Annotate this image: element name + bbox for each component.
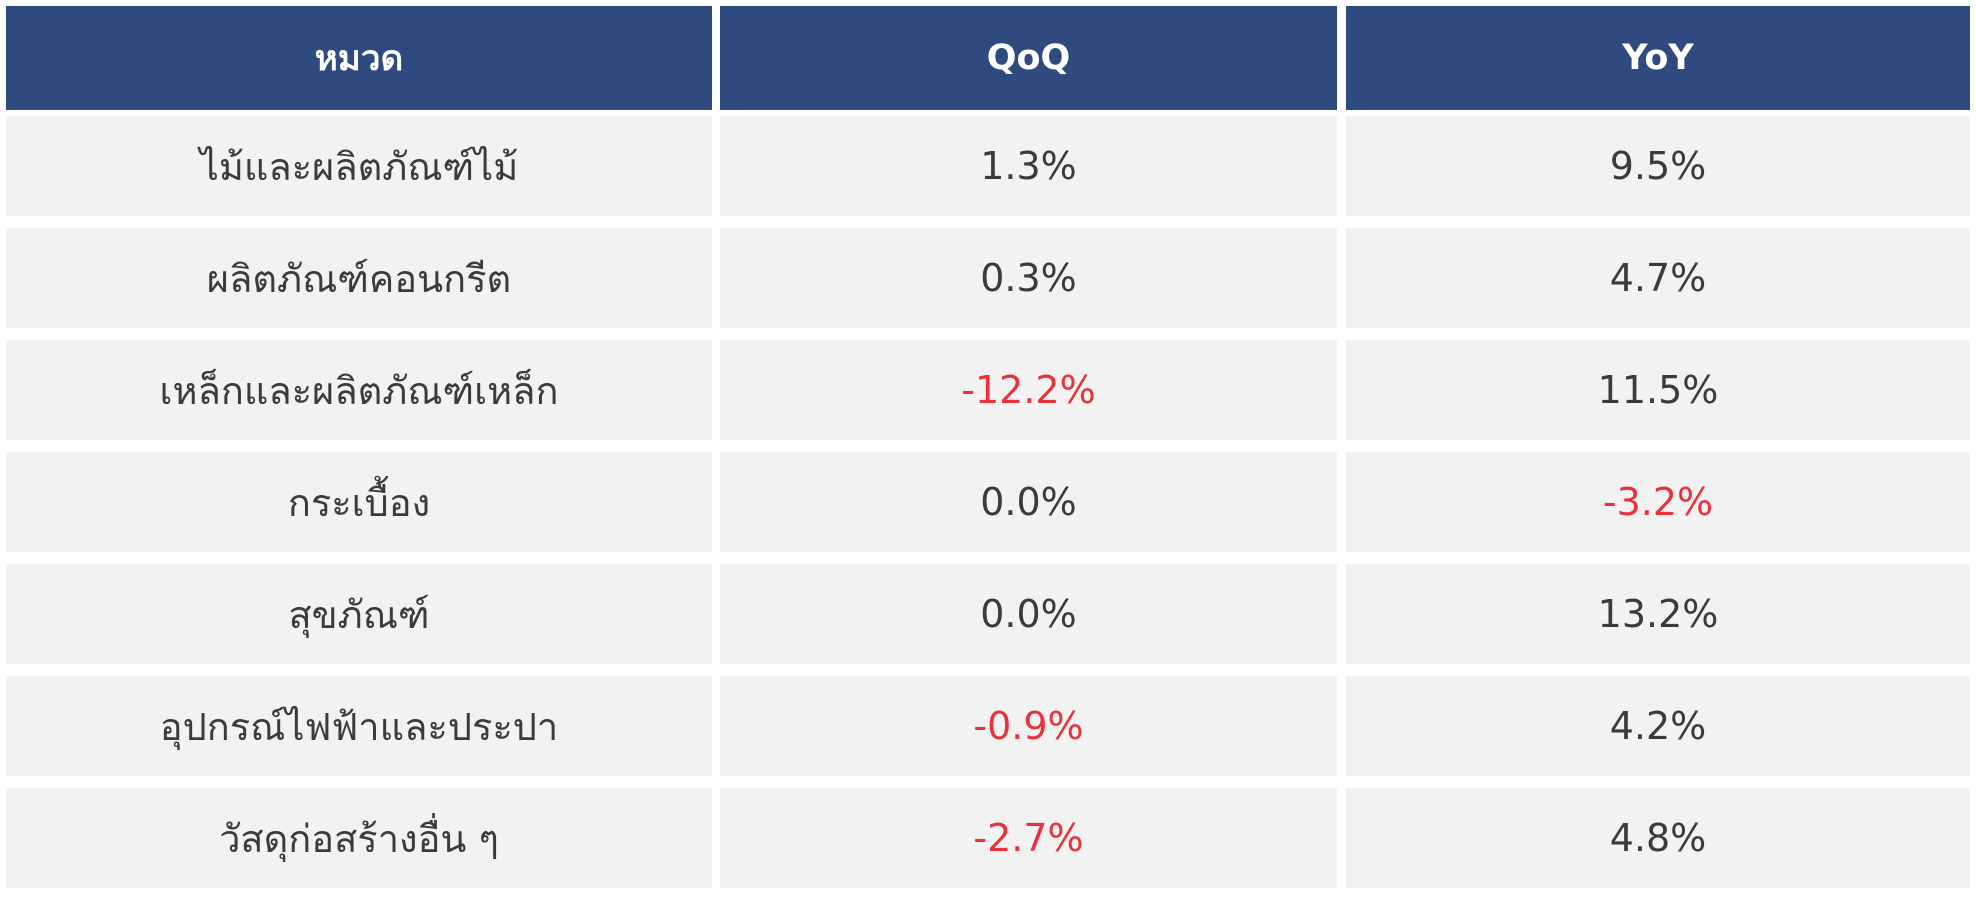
qoq-cell: 1.3% — [720, 116, 1337, 216]
table-row: กระเบื้อง 0.0% -3.2% — [0, 452, 1976, 552]
header-row: หมวด QoQ YoY — [0, 6, 1976, 110]
yoy-cell: 9.5% — [1346, 116, 1970, 216]
yoy-cell: 4.2% — [1346, 676, 1970, 776]
qoq-cell: -12.2% — [720, 340, 1337, 440]
header-category: หมวด — [6, 6, 712, 110]
table-row: วัสดุก่อสร้างอื่น ๆ -2.7% 4.8% — [0, 788, 1976, 888]
header-qoq: QoQ — [720, 6, 1337, 110]
yoy-cell: 11.5% — [1346, 340, 1970, 440]
category-cell: วัสดุก่อสร้างอื่น ๆ — [6, 788, 712, 888]
qoq-cell: 0.3% — [720, 228, 1337, 328]
yoy-cell: -3.2% — [1346, 452, 1970, 552]
category-cell: กระเบื้อง — [6, 452, 712, 552]
table-row: สุขภัณฑ์ 0.0% 13.2% — [0, 564, 1976, 664]
table-row: ไม้และผลิตภัณฑ์ไม้ 1.3% 9.5% — [0, 116, 1976, 216]
table-row: เหล็กและผลิตภัณฑ์เหล็ก -12.2% 11.5% — [0, 340, 1976, 440]
category-cell: ผลิตภัณฑ์คอนกรีต — [6, 228, 712, 328]
qoq-cell: 0.0% — [720, 452, 1337, 552]
qoq-cell: -0.9% — [720, 676, 1337, 776]
table-row: อุปกรณ์ไฟฟ้าและประปา -0.9% 4.2% — [0, 676, 1976, 776]
yoy-cell: 4.7% — [1346, 228, 1970, 328]
category-cell: เหล็กและผลิตภัณฑ์เหล็ก — [6, 340, 712, 440]
category-cell: สุขภัณฑ์ — [6, 564, 712, 664]
table-row: ผลิตภัณฑ์คอนกรีต 0.3% 4.7% — [0, 228, 1976, 328]
header-yoy: YoY — [1346, 6, 1970, 110]
yoy-cell: 4.8% — [1346, 788, 1970, 888]
qoq-cell: -2.7% — [720, 788, 1337, 888]
qoq-cell: 0.0% — [720, 564, 1337, 664]
yoy-cell: 13.2% — [1346, 564, 1970, 664]
category-cell: อุปกรณ์ไฟฟ้าและประปา — [6, 676, 712, 776]
category-cell: ไม้และผลิตภัณฑ์ไม้ — [6, 116, 712, 216]
